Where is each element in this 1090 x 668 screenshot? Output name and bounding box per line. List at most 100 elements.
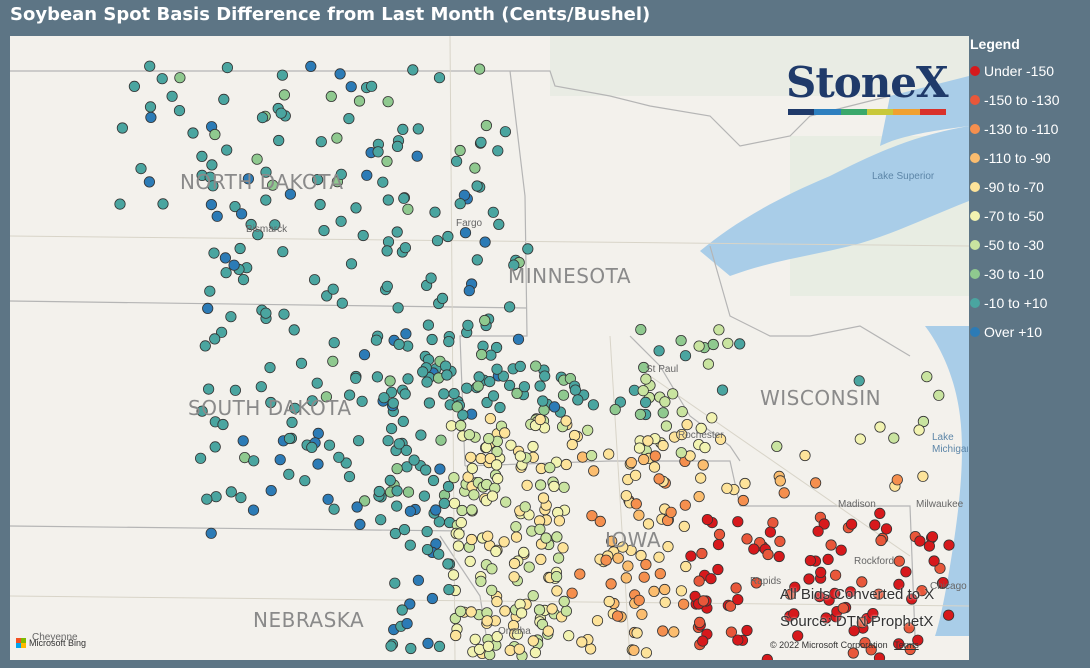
elevator-marker[interactable] (206, 159, 218, 171)
elevator-marker[interactable] (454, 144, 466, 157)
elevator-marker[interactable] (305, 60, 317, 73)
elevator-marker[interactable] (693, 340, 705, 352)
elevator-marker[interactable] (486, 584, 498, 596)
elevator-marker[interactable] (228, 259, 240, 271)
elevator-marker[interactable] (713, 324, 725, 336)
elevator-marker[interactable] (829, 569, 842, 581)
elevator-marker[interactable] (511, 628, 524, 640)
elevator-marker[interactable] (210, 491, 222, 503)
elevator-marker[interactable] (454, 605, 467, 617)
elevator-marker[interactable] (404, 598, 416, 610)
elevator-marker[interactable] (218, 93, 230, 106)
elevator-marker[interactable] (422, 319, 434, 331)
elevator-marker[interactable] (450, 629, 462, 642)
elevator-marker[interactable] (888, 432, 900, 444)
elevator-marker[interactable] (433, 640, 446, 653)
elevator-marker[interactable] (906, 593, 918, 605)
elevator-marker[interactable] (398, 523, 411, 536)
elevator-marker[interactable] (204, 285, 216, 297)
elevator-marker[interactable] (209, 128, 221, 141)
elevator-marker[interactable] (856, 576, 868, 588)
elevator-marker[interactable] (466, 504, 478, 516)
elevator-marker[interactable] (220, 267, 232, 279)
elevator-marker[interactable] (548, 401, 561, 413)
elevator-marker[interactable] (325, 90, 337, 103)
elevator-marker[interactable] (505, 439, 517, 451)
elevator-marker[interactable] (734, 338, 746, 350)
elevator-marker[interactable] (875, 534, 887, 547)
elevator-marker[interactable] (442, 230, 454, 243)
elevator-marker[interactable] (242, 173, 254, 185)
elevator-marker[interactable] (622, 560, 634, 572)
elevator-marker[interactable] (937, 576, 949, 589)
elevator-marker[interactable] (893, 638, 905, 650)
elevator-marker[interactable] (157, 198, 169, 210)
elevator-marker[interactable] (847, 647, 859, 659)
elevator-marker[interactable] (486, 563, 498, 575)
elevator-marker[interactable] (283, 432, 296, 445)
elevator-marker[interactable] (697, 635, 709, 647)
elevator-marker[interactable] (869, 519, 881, 531)
elevator-marker[interactable] (487, 206, 499, 218)
elevator-marker[interactable] (659, 396, 671, 408)
elevator-marker[interactable] (629, 469, 642, 481)
elevator-marker[interactable] (934, 562, 946, 574)
elevator-marker[interactable] (400, 444, 412, 456)
elevator-marker[interactable] (600, 554, 612, 566)
elevator-marker[interactable] (331, 132, 343, 144)
elevator-marker[interactable] (265, 484, 277, 497)
elevator-marker[interactable] (904, 643, 916, 656)
elevator-marker[interactable] (229, 201, 241, 213)
elevator-marker[interactable] (315, 136, 327, 148)
elevator-marker[interactable] (429, 206, 441, 218)
elevator-marker[interactable] (558, 595, 570, 608)
elevator-marker[interactable] (778, 487, 790, 499)
elevator-marker[interactable] (853, 375, 865, 387)
elevator-marker[interactable] (514, 360, 526, 372)
elevator-marker[interactable] (492, 145, 504, 157)
elevator-marker[interactable] (560, 415, 572, 427)
elevator-marker[interactable] (544, 462, 556, 474)
elevator-marker[interactable] (637, 385, 649, 397)
elevator-marker[interactable] (438, 388, 450, 400)
elevator-marker[interactable] (874, 421, 886, 433)
elevator-marker[interactable] (451, 401, 463, 413)
elevator-marker[interactable] (343, 389, 356, 401)
elevator-marker[interactable] (642, 435, 654, 447)
elevator-marker[interactable] (353, 95, 366, 107)
elevator-marker[interactable] (237, 274, 250, 286)
elevator-marker[interactable] (510, 521, 522, 533)
elevator-marker[interactable] (288, 324, 300, 336)
elevator-marker[interactable] (563, 630, 575, 642)
elevator-marker[interactable] (591, 615, 604, 627)
legend-item[interactable]: -50 to -30 (970, 230, 1088, 259)
elevator-marker[interactable] (649, 450, 661, 462)
elevator-marker[interactable] (540, 532, 552, 544)
elevator-marker[interactable] (205, 199, 217, 211)
elevator-marker[interactable] (469, 162, 481, 174)
elevator-marker[interactable] (412, 123, 424, 135)
elevator-marker[interactable] (401, 617, 413, 630)
elevator-marker[interactable] (609, 403, 621, 416)
elevator-marker[interactable] (295, 357, 308, 369)
elevator-marker[interactable] (657, 407, 669, 419)
elevator-marker[interactable] (636, 608, 648, 620)
elevator-marker[interactable] (441, 369, 453, 381)
legend-item[interactable]: -30 to -10 (970, 259, 1088, 288)
elevator-marker[interactable] (737, 494, 749, 507)
elevator-marker[interactable] (856, 616, 868, 629)
elevator-marker[interactable] (586, 510, 598, 522)
elevator-marker[interactable] (174, 72, 186, 84)
elevator-marker[interactable] (396, 604, 408, 616)
elevator-marker[interactable] (235, 491, 247, 504)
elevator-marker[interactable] (448, 472, 460, 484)
elevator-marker[interactable] (397, 123, 409, 136)
elevator-marker[interactable] (880, 523, 893, 535)
elevator-marker[interactable] (789, 581, 801, 593)
elevator-marker[interactable] (234, 242, 246, 255)
elevator-marker[interactable] (903, 622, 915, 634)
elevator-marker[interactable] (461, 382, 473, 394)
elevator-marker[interactable] (498, 536, 510, 548)
elevator-marker[interactable] (762, 548, 774, 561)
elevator-marker[interactable] (606, 535, 618, 547)
